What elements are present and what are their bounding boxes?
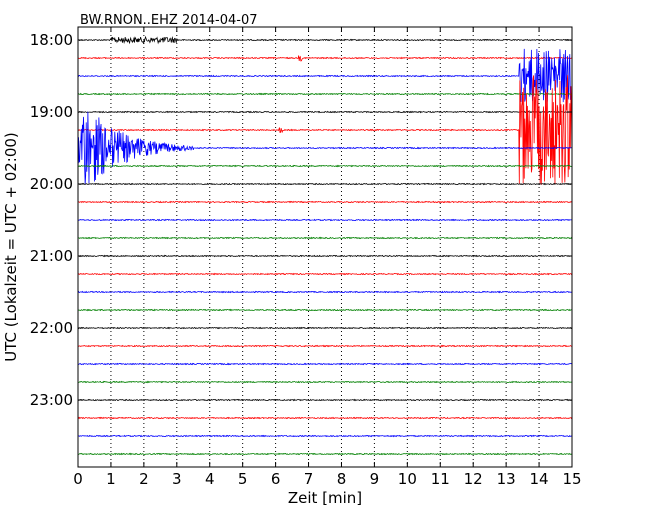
trace-line bbox=[77, 35, 573, 45]
x-tick-label: 2 bbox=[139, 470, 149, 488]
y-axis: 18:00 19:00 20:00 21:00 22:00 23:00 bbox=[30, 31, 572, 409]
trace-line bbox=[77, 362, 573, 366]
trace-line bbox=[77, 434, 573, 438]
trace-line bbox=[77, 344, 573, 348]
trace-line bbox=[77, 55, 573, 62]
trace-line bbox=[77, 308, 573, 312]
y-tick-label: 19:00 bbox=[30, 103, 73, 121]
trace-line bbox=[77, 416, 573, 420]
trace-line bbox=[77, 380, 573, 384]
trace-line bbox=[77, 218, 573, 222]
trace-line bbox=[77, 200, 573, 204]
trace-line bbox=[77, 452, 573, 456]
x-tick-label: 13 bbox=[497, 470, 516, 488]
grid bbox=[110, 27, 540, 467]
x-tick-label: 14 bbox=[530, 470, 549, 488]
trace-line bbox=[77, 110, 573, 114]
trace-line bbox=[77, 236, 573, 240]
x-axis: 0 1 2 3 4 5 6 7 8 9 10 11 12 13 14 15 bbox=[73, 27, 582, 488]
x-tick-label: 9 bbox=[370, 470, 380, 488]
trace-line bbox=[77, 290, 573, 294]
trace-line bbox=[77, 92, 573, 96]
x-tick-label: 7 bbox=[304, 470, 314, 488]
trace-line bbox=[77, 326, 573, 330]
chart-title: BW.RNON..EHZ 2014-04-07 bbox=[80, 13, 258, 28]
x-tick-label: 15 bbox=[562, 470, 581, 488]
trace-line bbox=[77, 272, 573, 276]
x-tick-label: 10 bbox=[398, 470, 417, 488]
plot-background bbox=[78, 27, 572, 467]
y-tick-label: 21:00 bbox=[30, 247, 73, 265]
y-tick-label: 18:00 bbox=[30, 31, 73, 49]
x-axis-label: Zeit [min] bbox=[288, 489, 362, 507]
y-tick-label: 22:00 bbox=[30, 319, 73, 337]
x-tick-label: 8 bbox=[337, 470, 347, 488]
y-axis-label: UTC (Lokalzeit = UTC + 02:00) bbox=[2, 132, 20, 362]
x-tick-label: 12 bbox=[464, 470, 483, 488]
x-tick-label: 3 bbox=[172, 470, 182, 488]
trace-line bbox=[77, 75, 573, 185]
x-tick-label: 0 bbox=[73, 470, 83, 488]
trace-line bbox=[77, 182, 573, 186]
y-tick-label: 20:00 bbox=[30, 175, 73, 193]
x-tick-label: 6 bbox=[271, 470, 281, 488]
x-tick-label: 4 bbox=[205, 470, 215, 488]
x-tick-label: 1 bbox=[106, 470, 116, 488]
x-tick-label: 11 bbox=[431, 470, 450, 488]
trace-line bbox=[77, 48, 573, 104]
y-tick-label: 23:00 bbox=[30, 391, 73, 409]
plot-frame bbox=[77, 26, 573, 468]
trace-line bbox=[77, 164, 573, 168]
x-tick-label: 5 bbox=[238, 470, 248, 488]
trace-line bbox=[77, 254, 573, 258]
traces bbox=[77, 35, 573, 456]
trace-line bbox=[77, 111, 573, 185]
trace-line bbox=[77, 398, 573, 402]
